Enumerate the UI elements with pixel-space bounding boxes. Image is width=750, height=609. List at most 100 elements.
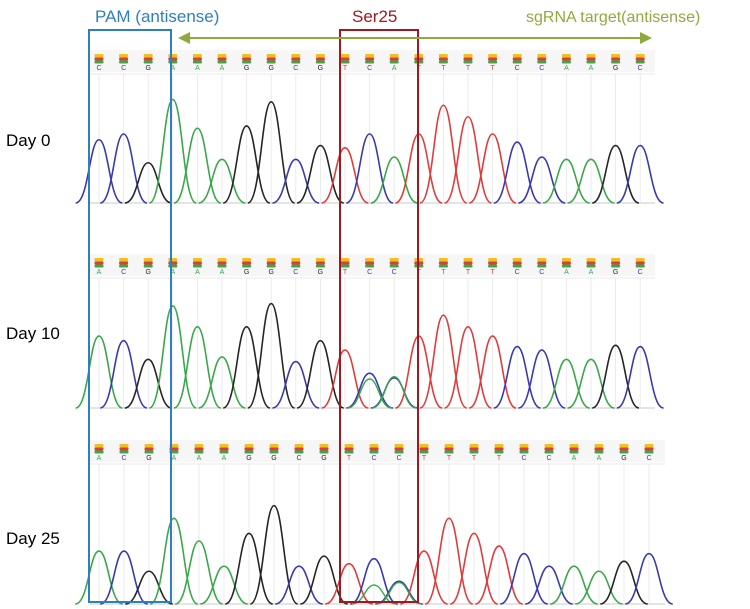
- quality-bar: [219, 444, 229, 448]
- quality-bar-red: [144, 447, 154, 451]
- peak: [99, 550, 149, 605]
- day-label-10: Day 10: [6, 324, 60, 343]
- quality-bar-red: [644, 447, 654, 451]
- base-call-letter: C: [646, 455, 651, 462]
- base-call-letter: G: [321, 455, 326, 462]
- base-call-letter: T: [417, 65, 422, 72]
- quality-bar: [561, 258, 571, 262]
- quality-bar: [463, 258, 473, 262]
- quality-bar-red: [192, 57, 202, 61]
- base-call-letter: C: [367, 65, 372, 72]
- quality-bar-green: [340, 60, 350, 64]
- peak: [600, 560, 648, 605]
- peak: [424, 517, 474, 605]
- quality-bar-red: [438, 261, 448, 265]
- quality-bar-green: [561, 60, 571, 64]
- quality-bar-green: [192, 264, 202, 268]
- quality-bar-red: [519, 447, 529, 451]
- quality-bar-red: [242, 57, 252, 61]
- quality-bar-green: [143, 264, 153, 268]
- base-call-letter: A: [170, 269, 175, 276]
- quality-bar: [586, 54, 596, 58]
- base-call-letter: C: [638, 269, 643, 276]
- quality-bar-green: [569, 450, 579, 454]
- quality-bar-green: [194, 450, 204, 454]
- base-call-letter: G: [613, 65, 618, 72]
- quality-bar: [168, 54, 178, 58]
- base-call-letter: A: [597, 455, 602, 462]
- peak: [75, 138, 123, 204]
- quality-bar: [594, 444, 604, 448]
- quality-bar-red: [419, 447, 429, 451]
- quality-bar-red: [315, 261, 325, 265]
- peak: [99, 339, 148, 409]
- peak: [198, 158, 246, 204]
- peak: [124, 161, 172, 204]
- quality-bar-red: [340, 57, 350, 61]
- quality-bar-green: [463, 60, 473, 64]
- base-call-letter: C: [293, 269, 298, 276]
- quality-bar-green: [315, 264, 325, 268]
- quality-bar-red: [365, 261, 375, 265]
- peak: [222, 325, 271, 409]
- quality-bar-red: [369, 447, 379, 451]
- quality-bar: [611, 258, 621, 262]
- quality-bar: [444, 444, 454, 448]
- base-call-letter: A: [97, 455, 102, 462]
- quality-bar-red: [194, 447, 204, 451]
- quality-bar: [217, 54, 227, 58]
- quality-bar-green: [519, 450, 529, 454]
- quality-bar: [469, 444, 479, 448]
- quality-bar: [291, 258, 301, 262]
- quality-bar-red: [217, 261, 227, 265]
- quality-bar-green: [291, 264, 301, 268]
- pam-label: PAM (antisense): [95, 7, 220, 26]
- base-call-letter: T: [441, 65, 446, 72]
- quality-bar-green: [494, 450, 504, 454]
- quality-bar-red: [469, 447, 479, 451]
- quality-bar-green: [544, 450, 554, 454]
- peak: [525, 565, 573, 605]
- peak: [149, 305, 197, 409]
- quality-bar-red: [488, 57, 498, 61]
- base-call-letter: G: [318, 65, 323, 72]
- quality-bar-red: [611, 261, 621, 265]
- base-call-letter: G: [145, 65, 150, 72]
- peak: [149, 517, 199, 605]
- base-call-letter: C: [515, 269, 520, 276]
- quality-bar-green: [561, 264, 571, 268]
- quality-bar-green: [463, 264, 473, 268]
- peak: [449, 532, 499, 605]
- day-label-25: Day 25: [6, 529, 60, 548]
- quality-bar-green: [269, 450, 279, 454]
- quality-bar: [419, 444, 429, 448]
- base-call-letter: A: [197, 455, 202, 462]
- peak: [474, 545, 524, 605]
- base-call-letter: G: [613, 269, 618, 276]
- quality-bar-green: [315, 60, 325, 64]
- quality-bar-green: [266, 264, 276, 268]
- quality-bar-green: [619, 450, 629, 454]
- quality-bar: [394, 444, 404, 448]
- peak: [567, 358, 615, 409]
- base-call-letter: G: [244, 65, 249, 72]
- quality-bar-green: [611, 60, 621, 64]
- peak: [345, 133, 394, 204]
- quality-bar-green: [144, 450, 154, 454]
- base-call-letter: T: [447, 455, 452, 462]
- quality-bar-green: [344, 450, 354, 454]
- base-call-letter: T: [466, 269, 471, 276]
- quality-bar-green: [244, 450, 254, 454]
- base-call-letter: A: [589, 269, 594, 276]
- base-call-letter: G: [145, 269, 150, 276]
- tracks-layer: C C G A A A G G C G T C A T T T T C C A A G C A C G A A A G G C G T C C T T T T…: [74, 50, 674, 605]
- base-call-letter: T: [472, 455, 477, 462]
- quality-bar: [463, 54, 473, 58]
- quality-bar-green: [119, 450, 129, 454]
- peak: [575, 570, 623, 605]
- quality-bar: [319, 444, 329, 448]
- base-call-letter: A: [392, 65, 397, 72]
- quality-bar-green: [512, 264, 522, 268]
- base-call-letter: A: [97, 269, 102, 276]
- peak: [591, 144, 640, 204]
